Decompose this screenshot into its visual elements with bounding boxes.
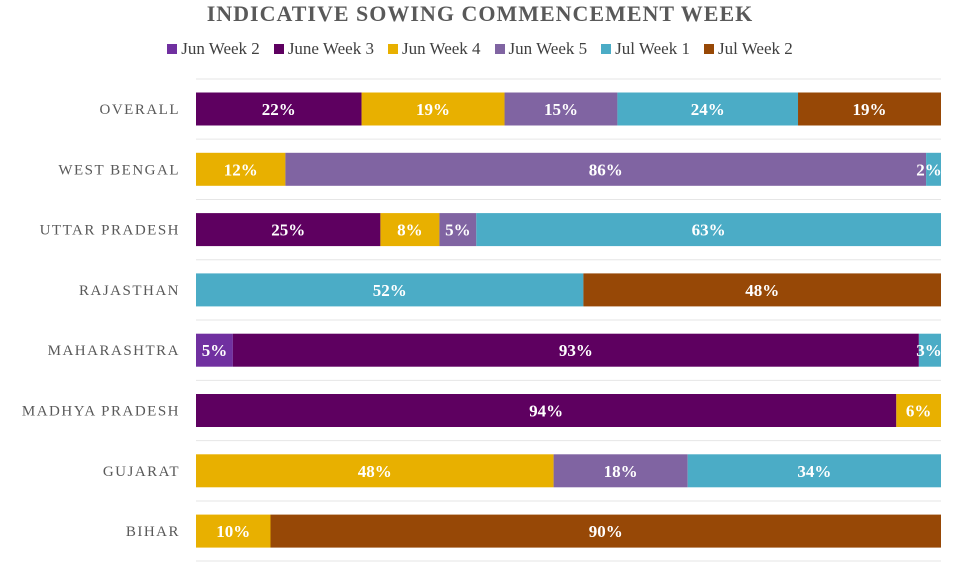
legend-label: Jun Week 5 bbox=[508, 39, 588, 58]
category-label: OVERALL bbox=[100, 102, 181, 118]
legend-item: Jun Week 4 bbox=[387, 38, 481, 60]
legend-item: Jul Week 1 bbox=[601, 38, 690, 60]
legend-label: Jul Week 2 bbox=[717, 39, 793, 58]
data-label: 12% bbox=[224, 160, 258, 179]
bar-segment bbox=[687, 454, 941, 488]
legend-label: Jun Week 2 bbox=[181, 39, 260, 58]
data-label: 52% bbox=[373, 281, 407, 300]
bar-segment bbox=[196, 333, 233, 367]
bar-segment bbox=[583, 273, 941, 307]
bar-segment bbox=[476, 213, 941, 247]
data-label: 90% bbox=[589, 522, 623, 541]
bar-segment bbox=[380, 213, 440, 247]
data-label: 3% bbox=[916, 341, 942, 360]
bar-segment bbox=[285, 152, 927, 186]
legend-label: Jul Week 1 bbox=[615, 39, 690, 58]
data-label: 18% bbox=[604, 462, 638, 481]
bar-segment bbox=[361, 92, 505, 126]
bar-segment bbox=[196, 273, 584, 307]
data-label: 2% bbox=[916, 160, 942, 179]
bar-segment bbox=[617, 92, 799, 126]
legend-swatch bbox=[387, 44, 398, 54]
data-label: 19% bbox=[853, 100, 887, 119]
data-label: 6% bbox=[906, 402, 932, 421]
legend-swatch bbox=[601, 44, 612, 54]
bar-segment bbox=[196, 92, 362, 126]
data-label: 19% bbox=[416, 100, 450, 119]
bar-segment bbox=[553, 454, 688, 488]
legend-item: June Week 3 bbox=[273, 38, 374, 60]
category-label: RAJASTHAN bbox=[79, 283, 180, 299]
bar-segment bbox=[196, 394, 897, 427]
bar-segment bbox=[504, 92, 618, 126]
bar-segment bbox=[196, 213, 381, 247]
legend: Jun Week 2 June Week 3 Jun Week 4 Jun Week … bbox=[0, 38, 960, 60]
data-label: 8% bbox=[397, 221, 423, 240]
legend-label: Jun Week 4 bbox=[401, 39, 481, 58]
category-label: WEST BENGAL bbox=[58, 162, 180, 178]
bar-segment bbox=[270, 514, 941, 548]
data-label: 86% bbox=[589, 160, 623, 179]
category-label: MAHARASHTRA bbox=[48, 343, 180, 359]
legend-swatch bbox=[494, 44, 505, 54]
bar-segment bbox=[439, 213, 477, 247]
legend-swatch bbox=[703, 44, 714, 54]
bar-segment bbox=[196, 152, 286, 186]
bar-segment bbox=[196, 454, 554, 488]
data-label: 10% bbox=[216, 522, 250, 541]
data-label: 22% bbox=[262, 100, 296, 119]
data-label: 5% bbox=[202, 341, 228, 360]
legend-label: June Week 3 bbox=[287, 39, 374, 58]
category-label: UTTAR PRADESH bbox=[40, 223, 180, 239]
data-label: 63% bbox=[692, 221, 726, 240]
chart-title: INDICATIVE SOWING COMMENCEMENT WEEK bbox=[206, 1, 754, 26]
bar-segment bbox=[232, 333, 919, 367]
data-label: 15% bbox=[544, 100, 578, 119]
legend-item: Jun Week 2 bbox=[167, 38, 260, 60]
data-label: 24% bbox=[691, 100, 725, 119]
legend-item: Jul Week 2 bbox=[703, 38, 793, 60]
data-label: 48% bbox=[745, 281, 779, 300]
data-label: 93% bbox=[559, 341, 593, 360]
bar-segment bbox=[798, 92, 941, 126]
bar-segment bbox=[918, 333, 941, 367]
legend-swatch bbox=[273, 44, 284, 54]
data-label: 25% bbox=[271, 221, 305, 240]
category-label: BIHAR bbox=[126, 524, 180, 540]
category-label: MADHYA PRADESH bbox=[22, 404, 180, 420]
bar-segment bbox=[896, 394, 941, 427]
legend-swatch bbox=[167, 44, 178, 54]
category-label: GUJARAT bbox=[103, 464, 180, 480]
data-label: 48% bbox=[358, 462, 392, 481]
data-label: 5% bbox=[445, 221, 471, 240]
bar-segment bbox=[196, 514, 271, 548]
data-label: 34% bbox=[797, 462, 831, 481]
bar-segment bbox=[926, 152, 941, 186]
legend-item: Jun Week 5 bbox=[494, 38, 588, 60]
data-label: 94% bbox=[529, 402, 563, 421]
